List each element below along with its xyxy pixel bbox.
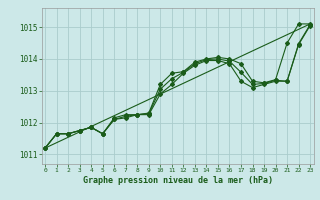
X-axis label: Graphe pression niveau de la mer (hPa): Graphe pression niveau de la mer (hPa)	[83, 176, 273, 185]
